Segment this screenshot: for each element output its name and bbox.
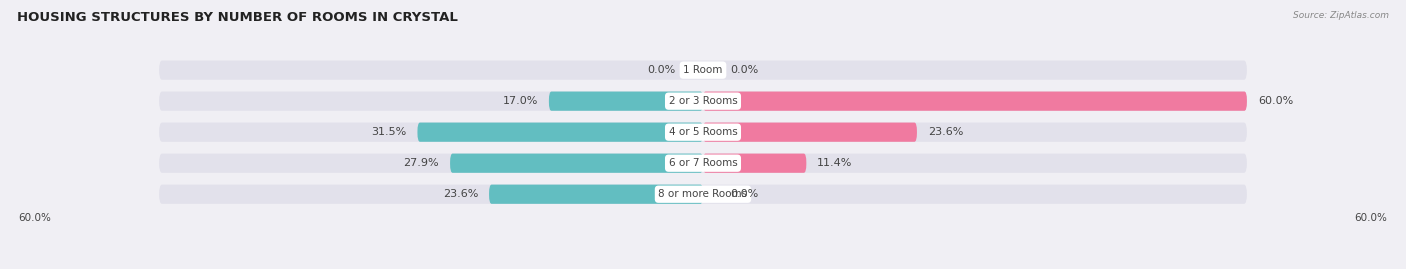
Text: 4 or 5 Rooms: 4 or 5 Rooms	[669, 127, 737, 137]
Text: 31.5%: 31.5%	[371, 127, 406, 137]
Text: 27.9%: 27.9%	[404, 158, 439, 168]
Text: 0.0%: 0.0%	[730, 189, 758, 199]
FancyBboxPatch shape	[159, 91, 1247, 111]
FancyBboxPatch shape	[548, 91, 703, 111]
FancyBboxPatch shape	[703, 123, 917, 142]
Text: 0.0%: 0.0%	[730, 65, 758, 75]
FancyBboxPatch shape	[489, 185, 703, 204]
Text: 23.6%: 23.6%	[443, 189, 478, 199]
FancyBboxPatch shape	[703, 91, 1247, 111]
FancyBboxPatch shape	[159, 61, 1247, 80]
Text: 8 or more Rooms: 8 or more Rooms	[658, 189, 748, 199]
Text: 17.0%: 17.0%	[502, 96, 538, 106]
FancyBboxPatch shape	[159, 185, 1247, 204]
Text: 1 Room: 1 Room	[683, 65, 723, 75]
Text: 60.0%: 60.0%	[18, 213, 52, 224]
Text: 23.6%: 23.6%	[928, 127, 963, 137]
Text: 6 or 7 Rooms: 6 or 7 Rooms	[669, 158, 737, 168]
FancyBboxPatch shape	[418, 123, 703, 142]
FancyBboxPatch shape	[703, 154, 807, 173]
FancyBboxPatch shape	[159, 154, 1247, 173]
Text: 60.0%: 60.0%	[1354, 213, 1388, 224]
Text: 2 or 3 Rooms: 2 or 3 Rooms	[669, 96, 737, 106]
Text: Source: ZipAtlas.com: Source: ZipAtlas.com	[1294, 11, 1389, 20]
Text: 60.0%: 60.0%	[1258, 96, 1294, 106]
Text: 11.4%: 11.4%	[817, 158, 852, 168]
FancyBboxPatch shape	[450, 154, 703, 173]
Text: 0.0%: 0.0%	[648, 65, 676, 75]
FancyBboxPatch shape	[159, 123, 1247, 142]
Text: HOUSING STRUCTURES BY NUMBER OF ROOMS IN CRYSTAL: HOUSING STRUCTURES BY NUMBER OF ROOMS IN…	[17, 11, 458, 24]
